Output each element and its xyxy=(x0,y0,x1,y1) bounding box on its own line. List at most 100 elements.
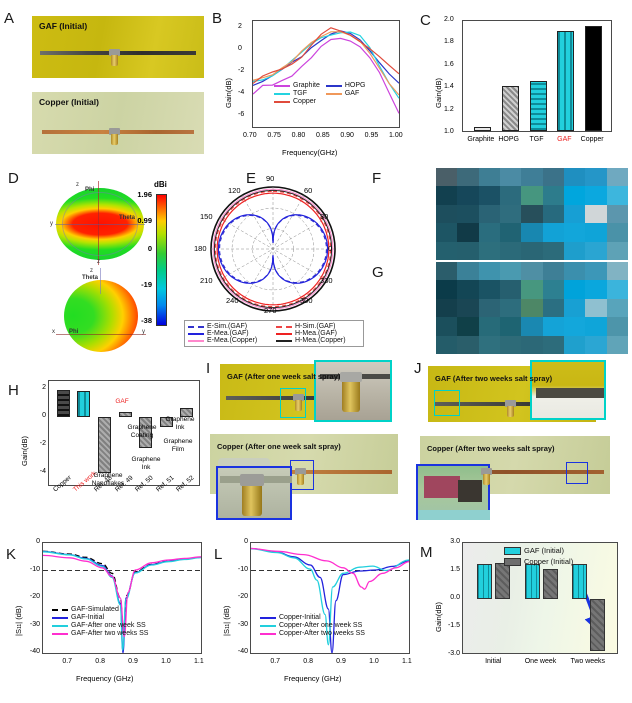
micrograph-pixel xyxy=(457,262,479,281)
axis-tick: 2 xyxy=(238,22,242,30)
axis-tick: -40 xyxy=(29,648,40,655)
sma-connector-icon xyxy=(108,49,121,66)
polar-angle-330: 330 xyxy=(320,276,333,285)
colorbar-tick: 0.99 xyxy=(137,216,152,225)
micrograph-pixel xyxy=(457,317,479,336)
panel-f: F xyxy=(370,168,628,260)
axis-tick: 0.7 xyxy=(62,658,73,665)
legend-label: GAF-After two weeks SS xyxy=(71,630,149,637)
legend-item: H-Sim.(GAF) xyxy=(276,323,360,330)
bar xyxy=(118,411,132,418)
polar-angle-120: 120 xyxy=(228,186,241,195)
polar-angle-180: 180 xyxy=(194,244,207,253)
panel-k-xlabel: Frequency (GHz) xyxy=(76,674,134,683)
bar xyxy=(524,563,540,599)
legend-swatch xyxy=(52,616,68,619)
axis-tick: -20 xyxy=(237,593,248,600)
legend-item: TGF xyxy=(274,90,320,97)
axis-label-z2: z xyxy=(97,259,100,265)
zoom-inset-gaf-one-week xyxy=(314,360,392,422)
micrograph-pixel xyxy=(542,204,564,224)
bar xyxy=(585,25,603,131)
photo-caption-copper-one-week: Copper (After one week salt spray) xyxy=(217,442,341,451)
axis-tick: 1.2 xyxy=(444,105,454,113)
micrograph-pixel xyxy=(585,204,607,224)
micrograph-pixel xyxy=(457,168,479,187)
axis-label-x: x xyxy=(52,329,55,335)
panel-m-legend: GAF (Initial) Copper (Initial) xyxy=(504,546,573,566)
micrograph-pixel xyxy=(500,298,522,318)
polar-angle-90: 90 xyxy=(266,174,275,183)
panel-l-legend: Copper-Initial Copper-After one week SS Co… xyxy=(260,614,365,637)
panel-c-plot-area xyxy=(462,20,612,132)
micrograph-pixel xyxy=(542,317,564,336)
legend-item: GAF-After one week SS xyxy=(52,622,148,629)
legend-label: E-Sim.(GAF) xyxy=(207,323,248,330)
legend-label: TGF xyxy=(293,90,307,97)
legend-item: E-Mea.(Copper) xyxy=(188,337,272,344)
category-label: Initial xyxy=(485,658,502,665)
micrograph-pixel xyxy=(457,186,479,205)
panel-h-ylabel: Gain(dB) xyxy=(20,435,29,466)
axis-label-z: z xyxy=(76,182,79,188)
zoom-inset-copper-one-week xyxy=(216,466,292,520)
legend-label: Copper-Initial xyxy=(279,614,321,621)
panel-f-label: F xyxy=(372,170,382,187)
sma-connector-icon xyxy=(108,128,121,145)
legend-swatch xyxy=(274,92,290,95)
polar-angle-240: 240 xyxy=(226,296,239,305)
micrograph-pixel xyxy=(542,335,564,354)
axis-tick: -2 xyxy=(238,66,245,74)
micrograph-pixel xyxy=(436,223,458,242)
bar-annotation: Graphene Ink xyxy=(131,456,161,471)
micrograph-pixel xyxy=(564,317,586,336)
panel-i-label: I xyxy=(206,360,211,377)
micrograph-pixel xyxy=(606,280,628,299)
panel-b-plot-area xyxy=(252,20,400,128)
micrograph-pixel xyxy=(436,204,458,224)
axis-tick: 1.6 xyxy=(444,60,454,68)
micrograph-pixel xyxy=(478,168,500,187)
axis-tick: 1.5 xyxy=(450,566,460,573)
legend-swatch xyxy=(260,624,276,627)
bar xyxy=(571,563,587,599)
legend-item: HOPG xyxy=(325,82,365,89)
bar xyxy=(589,599,605,652)
panel-b-legend: Graphite HOPG TGF GAF Copper xyxy=(274,82,365,105)
bar xyxy=(159,417,173,427)
panel-m-plot-area xyxy=(462,542,618,654)
bar xyxy=(473,126,491,131)
micrograph-pixel xyxy=(500,262,522,281)
axis-tick: 0.90 xyxy=(340,132,354,139)
bar-annotation: Graphene Nanoflakes xyxy=(91,472,125,487)
legend-swatch xyxy=(274,100,290,103)
legend-item: E-Sim.(GAF) xyxy=(188,323,272,330)
panel-a: A GAF (Initial) Copper (Initial) xyxy=(4,8,204,160)
axis-tick: -4 xyxy=(238,88,245,96)
micrograph-pixel xyxy=(564,298,586,318)
axis-label-phi: Phi xyxy=(69,329,79,335)
legend-swatch xyxy=(52,608,68,611)
micrograph-pixel xyxy=(585,241,607,260)
panel-j: J GAF (After two weeks salt spray) Coppe… xyxy=(414,358,629,523)
micrograph-pixel xyxy=(478,204,500,224)
legend-swatch xyxy=(276,332,292,335)
legend-label: GAF-Simulated xyxy=(71,606,119,613)
legend-item: GAF-After two weeks SS xyxy=(52,630,148,637)
legend-label: Copper xyxy=(293,98,316,105)
bar-annotation: Graphene Film xyxy=(163,438,193,453)
micrograph-pixel xyxy=(500,186,522,205)
axis-tick: 0.85 xyxy=(316,132,330,139)
panel-i: I GAF (After one week salt spray) Copper… xyxy=(206,358,414,523)
panel-k-curves xyxy=(43,550,201,653)
legend-label: H-Mea.(Copper) xyxy=(295,337,346,344)
micrograph-pixel xyxy=(542,223,564,242)
legend-swatch xyxy=(274,84,290,87)
micrograph-pixel xyxy=(521,335,543,354)
axis-tick: 0.70 xyxy=(243,132,257,139)
axis-tick: 0.80 xyxy=(291,132,306,139)
micrograph-pixel xyxy=(564,241,586,260)
micrograph-pixel xyxy=(478,241,500,260)
bar xyxy=(180,407,194,418)
micrograph-pixel xyxy=(564,280,586,299)
